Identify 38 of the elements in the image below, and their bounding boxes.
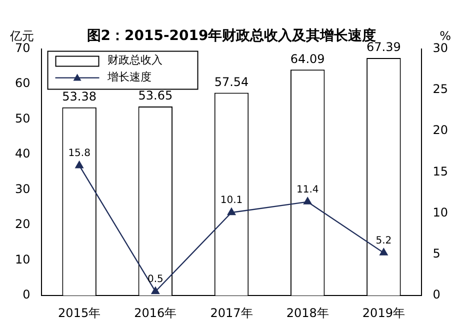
y-axis-title: 亿元 — [9, 28, 34, 43]
y2-tick-label: 15 — [432, 164, 448, 178]
x-tick-label: 2018年 — [286, 306, 329, 320]
y-tick-label: 60 — [14, 76, 30, 90]
point — [304, 197, 312, 204]
point — [380, 248, 388, 256]
y2-axis-title: % — [440, 28, 451, 43]
y2-tick-label: 20 — [432, 123, 448, 138]
y-tick-label: 20 — [14, 217, 30, 232]
y2-tick-label: 0 — [432, 288, 440, 302]
y2-tick-label: 30 — [432, 40, 448, 55]
x-tick-label: 2015年 — [58, 306, 101, 320]
legend-label: 增长速度 — [106, 70, 152, 84]
data-label: 53.65 — [138, 88, 173, 103]
y-tick-label: 70 — [14, 40, 30, 55]
point — [75, 161, 84, 168]
data-label: 0.5 — [147, 274, 164, 286]
y-tick-label: 0 — [22, 288, 30, 302]
y-tick-label: 50 — [14, 111, 30, 126]
y-tick-label: 30 — [14, 182, 30, 196]
y-tick-label: 10 — [14, 252, 30, 266]
x-tick-label: 2017年 — [210, 306, 253, 320]
y-tick-label: 40 — [14, 146, 30, 161]
data-label: 11.4 — [296, 184, 319, 196]
y2-tick-label: 25 — [432, 82, 448, 96]
point — [227, 208, 236, 216]
data-label: 57.54 — [214, 74, 249, 89]
y2-tick-label: 10 — [432, 205, 448, 220]
y2-tick-label: 5 — [432, 246, 440, 261]
data-label: 5.2 — [376, 235, 392, 246]
x-tick-label: 2016年 — [134, 306, 177, 320]
data-label: 15.8 — [68, 148, 90, 160]
data-label: 64.09 — [290, 52, 325, 66]
legend-label: 财政总收入 — [107, 54, 162, 67]
x-tick-label: 2019年 — [362, 306, 405, 320]
point — [151, 286, 160, 294]
data-label: 10.1 — [220, 195, 243, 206]
data-label: 53.38 — [62, 90, 96, 104]
